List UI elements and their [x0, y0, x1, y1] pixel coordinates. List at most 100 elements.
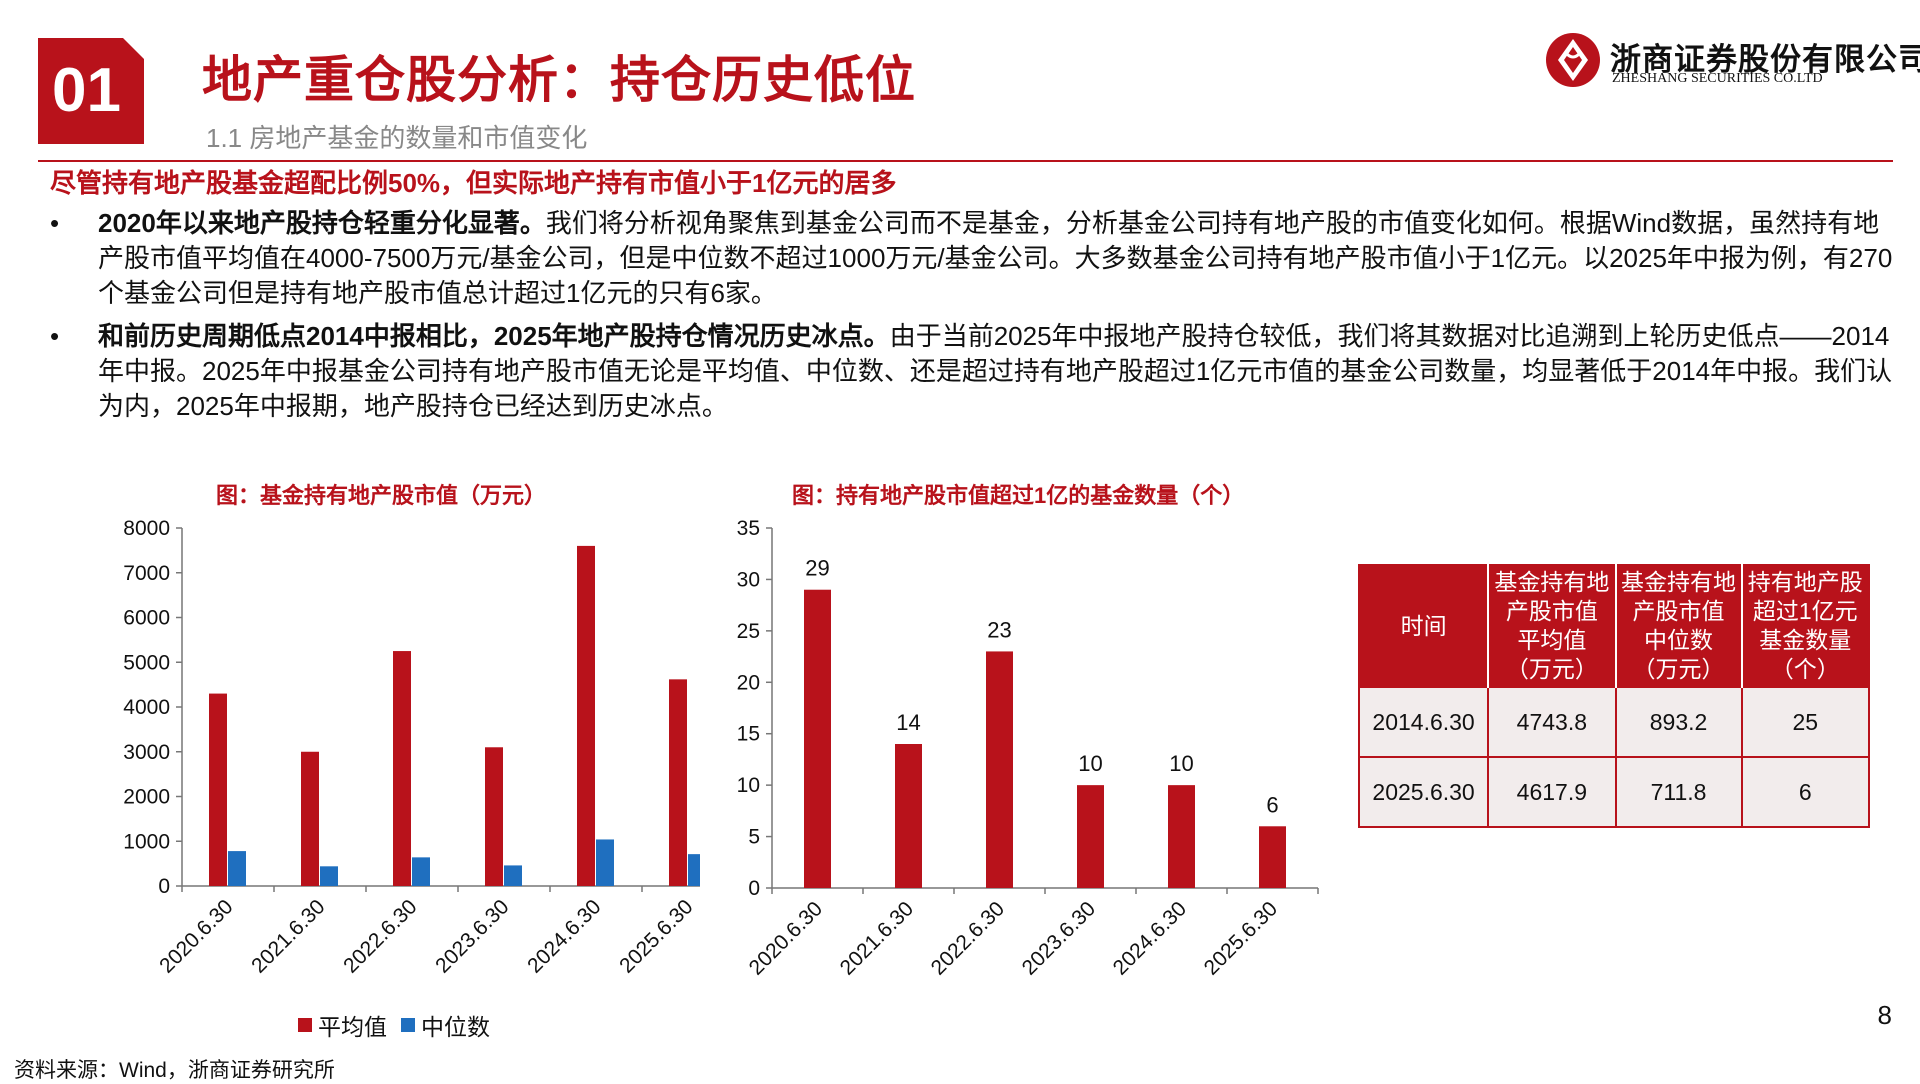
- bar: [320, 866, 338, 886]
- y-tick-label: 1000: [123, 830, 170, 853]
- x-tick-label: 2020.6.30: [155, 895, 237, 977]
- key-headline: 尽管持有地产股基金超配比例50%，但实际地产持有市值小于1亿元的居多: [50, 168, 897, 198]
- chart1-legend: 平均值 中位数: [298, 1008, 504, 1042]
- bullet-symbol: •: [50, 321, 60, 351]
- fund-count-chart: 0 5 10 15 20 25 30 35 29 2020.6.30 14 2021.6.30 23 20…: [737, 517, 1319, 980]
- bar: [804, 589, 831, 888]
- bar: [504, 865, 522, 886]
- table-row: 2014.6.30 4743.8 893.2 25: [1357, 686, 1871, 758]
- table-row: 2025.6.30 4617.9 711.8 6: [1357, 756, 1871, 828]
- bullet-lead: 和前历史周期低点2014中报相比，2025年地产股持仓情况历史冰点。: [98, 321, 890, 351]
- source-note: 资料来源：Wind，浙商证券研究所: [14, 1059, 335, 1082]
- table-cell: 893.2: [1614, 686, 1743, 758]
- x-tick-label: 2024.6.30: [523, 895, 605, 977]
- y-tick-label: 25: [737, 620, 760, 643]
- data-label: 29: [805, 556, 829, 581]
- x-tick-label: 2024.6.30: [1109, 897, 1191, 979]
- bar: [986, 651, 1013, 888]
- market-value-chart: 0 1000 2000 3000 4000 5000 6000 7000 8000 2020.6.…: [123, 517, 700, 978]
- bullet-item: • 2020年以来地产股持仓轻重分化显著。我们将分析视角聚焦到基金公司而不是基金，…: [50, 206, 1905, 311]
- header-divider: [38, 160, 1893, 162]
- company-name-en: ZHESHANG SECURITIES CO.LTD: [1612, 71, 1823, 86]
- page-number: 8: [1877, 1000, 1892, 1030]
- bar: [228, 851, 246, 886]
- y-tick-label: 2000: [123, 786, 170, 809]
- legend-item-mean: 平均值: [298, 1008, 387, 1042]
- table-header-cell: 基金持有地 产股市值 中位数 （万元）: [1614, 565, 1742, 687]
- table-cell: 4743.8: [1487, 686, 1617, 758]
- bar: [1077, 785, 1104, 888]
- legend-label-mean: 平均值: [318, 1014, 387, 1040]
- y-tick-label: 8000: [123, 517, 170, 540]
- y-tick-label: 4000: [123, 696, 170, 719]
- legend-swatch-median: [401, 1018, 415, 1032]
- table-cell: 4617.9: [1487, 756, 1617, 828]
- y-tick-label: 5000: [123, 651, 170, 674]
- table-cell: 25: [1740, 686, 1871, 758]
- bullet-text: 由于当前2025年中报地产股持仓较低，我们将其数据对比追溯到上轮历史低点——20…: [98, 321, 1893, 421]
- table-cell: 2025.6.30: [1357, 756, 1490, 828]
- legend-item-median: 中位数: [401, 1008, 490, 1042]
- y-tick-label: 35: [737, 517, 760, 540]
- y-tick-label: 15: [737, 723, 760, 746]
- table-cell: 6: [1740, 756, 1871, 828]
- section-number-badge: 01: [38, 38, 145, 144]
- table-header-row: 时间 基金持有地 产股市值 平均值 （万元） 基金持有地 产股市值 中位数 （万元） 持有地…: [1359, 565, 1869, 687]
- x-tick-label: 2022.6.30: [339, 895, 421, 977]
- chart1-title: 图：基金持有地产股市值（万元）: [216, 483, 547, 508]
- bullet-text: 我们将分析视角聚焦到基金公司而不是基金，分析基金公司持有地产股的市值变化如何。根…: [98, 208, 1893, 308]
- x-tick-label: 2025.6.30: [1200, 897, 1282, 979]
- bullet-list: • 2020年以来地产股持仓轻重分化显著。我们将分析视角聚焦到基金公司而不是基金，…: [50, 206, 1905, 432]
- data-label: 6: [1266, 792, 1278, 817]
- y-tick-label: 6000: [123, 607, 170, 630]
- comparison-table: 时间 基金持有地 产股市值 平均值 （万元） 基金持有地 产股市值 中位数 （万元） 持有地…: [1357, 564, 1871, 828]
- bullet-lead: 2020年以来地产股持仓轻重分化显著。: [98, 208, 546, 238]
- page-subtitle: 1.1 房地产基金的数量和市值变化: [206, 123, 588, 153]
- x-tick-label: 2023.6.30: [431, 895, 513, 977]
- bullet-item: • 和前历史周期低点2014中报相比，2025年地产股持仓情况历史冰点。由于当前2…: [50, 319, 1905, 424]
- x-tick-label: 2023.6.30: [1018, 897, 1100, 979]
- x-tick-label: 2021.6.30: [247, 895, 329, 977]
- bar: [412, 857, 430, 886]
- page-title: 地产重仓股分析：持仓历史低位: [202, 52, 916, 108]
- x-tick-label: 2025.6.30: [615, 895, 697, 977]
- bar: [1168, 785, 1195, 888]
- legend-swatch-mean: [298, 1018, 312, 1032]
- bar: [485, 747, 503, 886]
- y-tick-label: 7000: [123, 562, 170, 585]
- bar: [301, 751, 319, 886]
- y-tick-label: 0: [748, 877, 760, 900]
- table-cell: 711.8: [1614, 756, 1743, 828]
- y-tick-label: 0: [158, 875, 170, 898]
- y-tick-label: 3000: [123, 741, 170, 764]
- y-tick-label: 5: [748, 826, 760, 849]
- bar: [1259, 826, 1286, 888]
- x-tick-label: 2022.6.30: [927, 897, 1009, 979]
- bar: [669, 679, 687, 886]
- bar: [895, 744, 922, 888]
- data-label: 10: [1078, 751, 1102, 776]
- bar: [577, 545, 595, 886]
- x-tick-label: 2021.6.30: [836, 897, 918, 979]
- y-tick-label: 10: [737, 774, 760, 797]
- bar: [393, 651, 411, 886]
- chart2-title: 图：持有地产股市值超过1亿的基金数量（个）: [792, 483, 1245, 508]
- section-number: 01: [52, 56, 121, 125]
- y-tick-label: 30: [737, 568, 760, 591]
- legend-label-median: 中位数: [421, 1014, 490, 1040]
- x-tick-label: 2020.6.30: [745, 897, 827, 979]
- bar: [209, 693, 227, 886]
- table-cell: 2014.6.30: [1357, 686, 1490, 758]
- data-label: 23: [987, 617, 1011, 642]
- table-header-cell: 持有地产股 超过1亿元 基金数量 （个）: [1740, 565, 1869, 687]
- bar: [596, 839, 614, 886]
- bullet-symbol: •: [50, 208, 60, 238]
- data-label: 14: [896, 710, 920, 735]
- data-label: 10: [1169, 751, 1193, 776]
- table-header-cell: 时间: [1359, 565, 1489, 687]
- zheshang-logo-icon: [1546, 33, 1600, 87]
- table-header-cell: 基金持有地 产股市值 平均值 （万元）: [1487, 565, 1616, 687]
- bar: [688, 854, 700, 886]
- company-name-cn: 浙商证券股份有限公司: [1610, 42, 1920, 77]
- y-tick-label: 20: [737, 671, 760, 694]
